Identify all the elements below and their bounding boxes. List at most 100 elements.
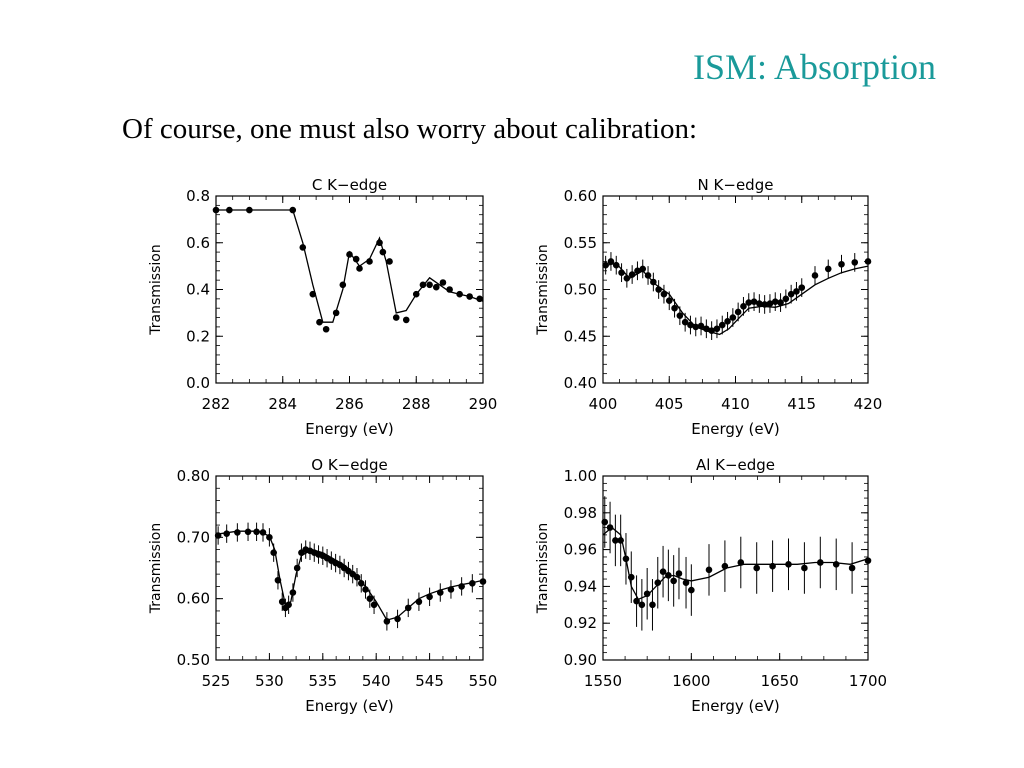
data-point: [458, 583, 465, 590]
x-tick-label: 1600: [672, 672, 710, 690]
model-line: [216, 209, 484, 323]
y-tick-label: 0.70: [177, 528, 210, 546]
data-point: [383, 618, 391, 625]
data-point: [606, 524, 614, 531]
data-point: [289, 589, 297, 596]
x-tick-label: 415: [787, 395, 816, 413]
data-point: [798, 284, 806, 291]
y-tick-label: 0.8: [186, 187, 210, 205]
y-tick-label: 0.55: [564, 234, 597, 252]
data-point: [724, 317, 731, 325]
data-point: [357, 580, 365, 587]
data-point: [756, 300, 763, 307]
data-point: [745, 299, 753, 306]
y-tick-label: 0.40: [564, 374, 597, 392]
x-tick-label: 410: [721, 395, 750, 413]
data-point: [299, 244, 307, 251]
data-point: [289, 206, 297, 214]
data-point: [782, 295, 790, 303]
data-point: [352, 255, 360, 263]
data-point: [649, 601, 656, 609]
y-tick-label: 0.50: [564, 281, 597, 299]
data-point: [734, 308, 742, 316]
data-point: [671, 304, 678, 312]
data-point: [259, 529, 267, 536]
data-point: [824, 265, 832, 273]
x-tick-label: 530: [255, 672, 284, 690]
data-point: [456, 290, 463, 298]
data-point: [688, 586, 695, 594]
data-point: [627, 573, 635, 581]
x-tick-label: 420: [854, 395, 883, 413]
x-tick-label: 545: [415, 672, 444, 690]
data-point: [601, 518, 609, 526]
data-point: [402, 316, 410, 324]
data-point: [274, 576, 282, 584]
data-point: [370, 601, 378, 609]
data-point: [426, 593, 433, 601]
y-tick-label: 0.92: [564, 614, 597, 632]
model-line: [215, 530, 484, 621]
x-tick-label: 1650: [761, 672, 799, 690]
data-point: [761, 301, 768, 308]
data-point: [392, 314, 400, 321]
data-point: [356, 265, 363, 272]
data-point: [607, 258, 615, 265]
y-tick-label: 0.45: [564, 327, 597, 345]
x-axis-label: Energy (eV): [305, 697, 393, 715]
data-point: [309, 290, 317, 298]
data-point: [432, 283, 440, 291]
chart-panel-3: Al K−edge Energy (eV) Transmission 1550 1600…: [535, 456, 887, 715]
data-point: [848, 564, 856, 572]
data-point: [785, 561, 792, 568]
x-axis-label: Energy (eV): [691, 420, 779, 438]
data-point: [366, 258, 373, 265]
data-point: [697, 322, 705, 330]
data-point: [816, 559, 824, 566]
data-point: [718, 321, 726, 329]
data-point: [721, 562, 729, 570]
y-tick-label: 0.90: [564, 651, 597, 669]
data-point: [234, 529, 241, 536]
data-point: [285, 601, 292, 609]
data-point: [419, 281, 427, 289]
data-point: [729, 314, 737, 321]
data-point: [244, 528, 252, 536]
y-tick-label: 0.6: [186, 234, 210, 252]
data-point: [737, 559, 745, 566]
x-tick-label: 540: [362, 672, 391, 690]
data-point: [740, 303, 747, 310]
chart-panel-0: C K−edge Energy (eV) Transmission 282 284 286…: [148, 176, 497, 438]
data-point: [705, 566, 713, 574]
data-point: [426, 281, 433, 289]
data-point: [212, 206, 220, 214]
data-point: [602, 261, 609, 269]
data-point: [787, 290, 795, 298]
x-tick-label: 282: [202, 395, 231, 413]
data-point: [415, 598, 423, 606]
slide-title: ISM: Absorption: [692, 47, 936, 87]
data-point: [332, 309, 340, 317]
data-point: [366, 595, 374, 602]
data-point: [623, 274, 631, 282]
data-point: [362, 586, 369, 593]
data-point: [618, 269, 625, 276]
chart-title: Al K−edge: [696, 456, 775, 474]
chart-panel-1: N K−edge Energy (eV) Transmission 400 405 410…: [535, 176, 882, 438]
data-point: [832, 561, 840, 568]
data-point: [446, 286, 453, 293]
data-point: [469, 580, 476, 587]
y-tick-label: 0.2: [186, 327, 210, 345]
data-point: [644, 272, 652, 279]
data-point: [676, 312, 684, 319]
data-point: [226, 206, 233, 214]
x-tick-label: 535: [308, 672, 337, 690]
y-tick-label: 0.94: [564, 577, 597, 595]
data-point: [851, 259, 859, 266]
y-tick-label: 0.60: [177, 590, 210, 608]
data-point: [223, 530, 230, 537]
data-point: [214, 532, 222, 539]
data-point: [622, 555, 630, 563]
chart-panel-2: O K−edge Energy (eV) Transmission 525 530 535…: [148, 456, 497, 715]
